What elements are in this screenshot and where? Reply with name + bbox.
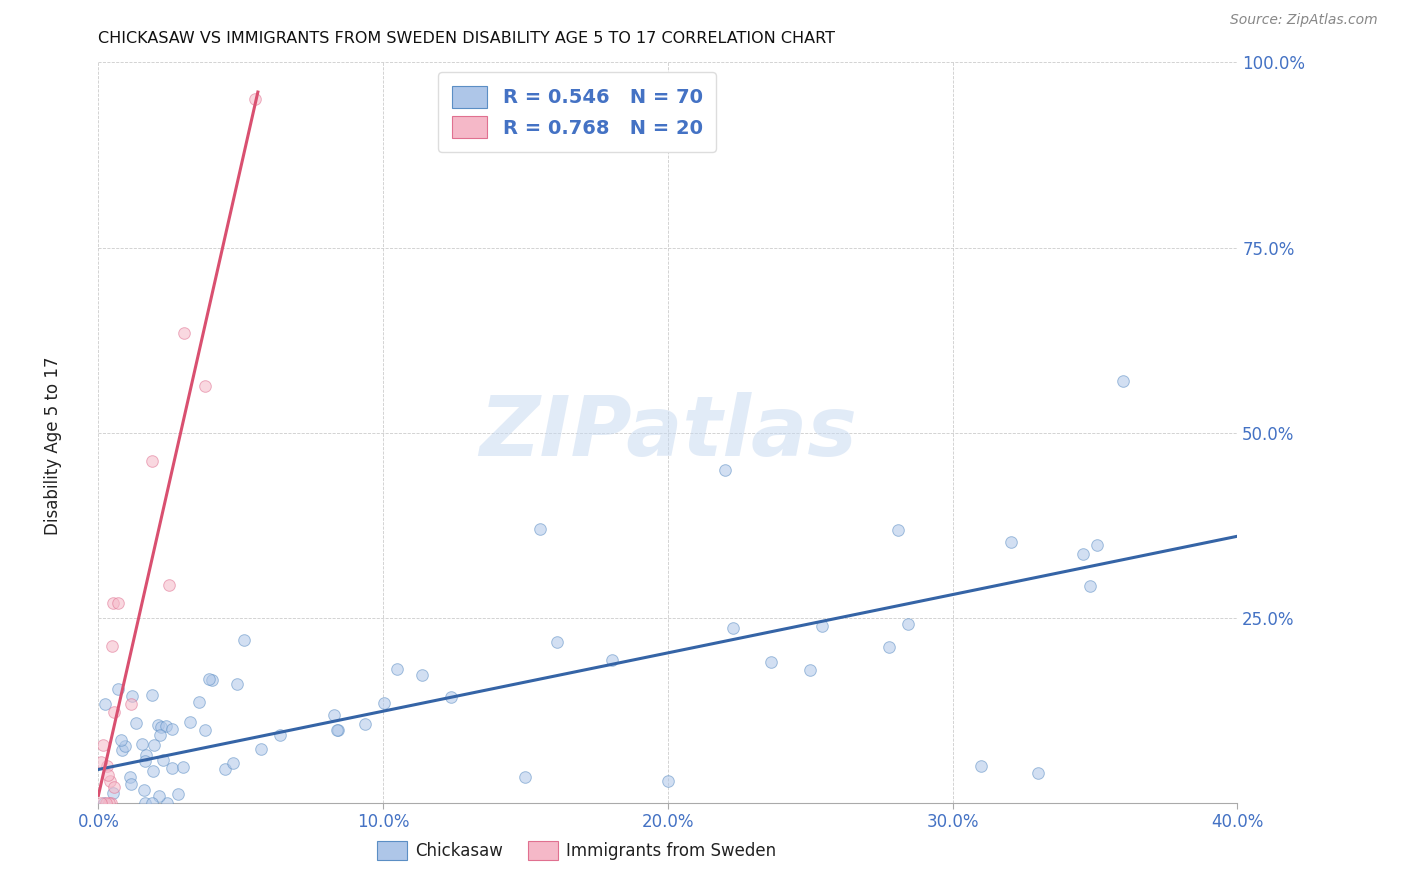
Point — [134, 796, 156, 810]
Point — [149, 729, 172, 743]
Point — [1112, 374, 1135, 388]
Point — [101, 786, 124, 800]
Point — [150, 720, 173, 734]
Point — [326, 723, 349, 737]
Point — [799, 663, 821, 677]
Point — [877, 640, 900, 654]
Point — [714, 462, 737, 476]
Point — [970, 758, 993, 772]
Point — [141, 453, 163, 467]
Point — [142, 738, 165, 752]
Point — [96, 796, 118, 810]
Point — [1087, 538, 1109, 552]
Point — [546, 634, 568, 648]
Point — [110, 733, 132, 747]
Point — [1026, 766, 1049, 780]
Point — [233, 632, 256, 647]
Point — [173, 326, 195, 340]
Text: CHICKASAW VS IMMIGRANTS FROM SWEDEN DISABILITY AGE 5 TO 17 CORRELATION CHART: CHICKASAW VS IMMIGRANTS FROM SWEDEN DISA… — [98, 31, 835, 46]
Point — [1080, 579, 1102, 593]
Point — [354, 717, 377, 731]
Point — [162, 761, 184, 775]
Legend: Chickasaw, Immigrants from Sweden: Chickasaw, Immigrants from Sweden — [368, 832, 785, 869]
Point — [166, 788, 188, 802]
Point — [411, 668, 433, 682]
Point — [100, 796, 122, 810]
Point — [96, 758, 118, 772]
Point — [103, 705, 125, 719]
Point — [187, 695, 209, 709]
Point — [721, 621, 744, 635]
Point — [93, 796, 115, 810]
Point — [811, 619, 834, 633]
Point — [90, 755, 112, 769]
Point — [887, 523, 910, 537]
Point — [269, 728, 291, 742]
Text: Source: ZipAtlas.com: Source: ZipAtlas.com — [1230, 13, 1378, 28]
Point — [121, 689, 143, 703]
Point — [93, 738, 115, 752]
Point — [98, 773, 121, 788]
Point — [249, 742, 271, 756]
Point — [214, 762, 236, 776]
Point — [160, 723, 183, 737]
Point — [155, 719, 177, 733]
Point — [97, 768, 120, 782]
Point — [222, 756, 245, 770]
Point — [515, 770, 537, 784]
Point — [111, 743, 134, 757]
Point — [103, 780, 125, 794]
Point — [141, 689, 163, 703]
Point — [1000, 534, 1022, 549]
Point — [141, 796, 163, 810]
Point — [120, 777, 142, 791]
Point — [148, 717, 170, 731]
Point — [387, 662, 409, 676]
Point — [142, 764, 165, 779]
Point — [157, 577, 180, 591]
Point — [323, 707, 346, 722]
Point — [529, 522, 551, 536]
Point — [373, 697, 395, 711]
Point — [440, 690, 463, 704]
Point — [114, 739, 136, 753]
Point — [225, 677, 247, 691]
Text: ZIPatlas: ZIPatlas — [479, 392, 856, 473]
Point — [100, 639, 122, 653]
Point — [107, 596, 129, 610]
Point — [120, 697, 142, 711]
Point — [101, 596, 124, 610]
Point — [657, 773, 679, 788]
Point — [172, 760, 194, 774]
Point — [600, 652, 623, 666]
Point — [118, 770, 141, 784]
Point — [326, 723, 349, 738]
Text: Disability Age 5 to 17: Disability Age 5 to 17 — [45, 357, 62, 535]
Point — [97, 796, 120, 810]
Point — [107, 682, 129, 697]
Point — [194, 379, 217, 393]
Point — [148, 789, 170, 803]
Point — [125, 716, 148, 731]
Point — [761, 655, 783, 669]
Point — [94, 697, 117, 711]
Point — [197, 672, 219, 686]
Point — [152, 753, 174, 767]
Point — [132, 783, 155, 797]
Point — [243, 92, 266, 106]
Point — [134, 754, 156, 768]
Point — [156, 796, 179, 810]
Point — [179, 714, 201, 729]
Point — [135, 747, 157, 762]
Point — [131, 737, 153, 751]
Point — [90, 796, 112, 810]
Point — [1071, 547, 1094, 561]
Point — [201, 673, 224, 687]
Point — [194, 723, 217, 738]
Point — [897, 617, 920, 632]
